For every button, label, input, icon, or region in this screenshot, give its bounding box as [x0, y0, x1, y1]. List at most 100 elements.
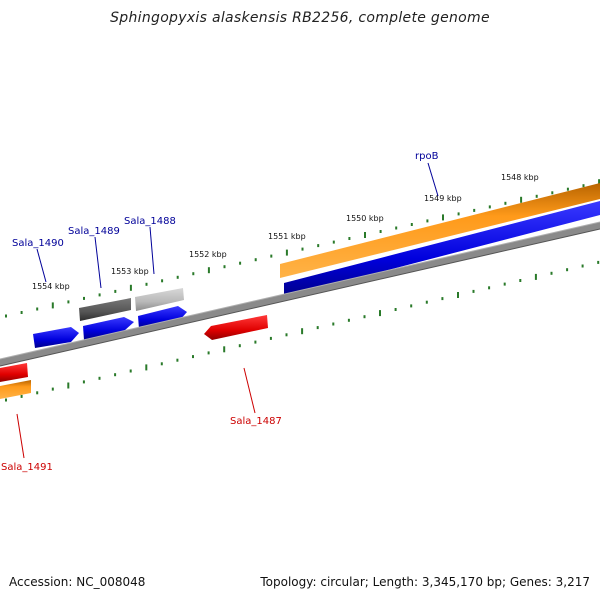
minor-tick: [254, 258, 257, 262]
minor-tick: [20, 394, 23, 398]
minor-tick: [566, 268, 569, 272]
cds-sala-1488[interactable]: [138, 306, 187, 329]
tick-label-1552: 1552 kbp: [189, 250, 227, 259]
minor-tick: [441, 297, 444, 301]
minor-tick: [285, 333, 288, 337]
minor-tick: [379, 230, 382, 233]
cds-sala-1487[interactable]: [204, 315, 268, 340]
minor-tick: [82, 380, 85, 384]
minor-tick: [347, 318, 350, 322]
major-tick: [223, 346, 226, 353]
cds-sala-1489[interactable]: [83, 317, 134, 340]
cds-sala-1491[interactable]: [0, 363, 28, 382]
major-tick: [285, 249, 288, 256]
accession-label: Accession: NC_008048: [9, 575, 146, 589]
minor-tick: [83, 296, 85, 300]
tick-labels: 1554 kbp 1553 kbp 1552 kbp 1551 kbp 1550…: [32, 173, 539, 291]
gene-track-reverse: [0, 380, 31, 399]
minor-tick: [348, 237, 351, 240]
minor-tick: [192, 272, 195, 276]
outer-tick-ruler: [5, 179, 600, 318]
inner-tick-ruler: [5, 260, 600, 402]
cds-track-reverse: [0, 315, 268, 382]
tick-label-1554: 1554 kbp: [32, 282, 70, 291]
minor-tick: [5, 398, 7, 402]
minor-tick: [269, 336, 272, 340]
gene-label-rpob[interactable]: rpoB: [415, 151, 439, 162]
minor-tick: [36, 307, 39, 311]
major-tick: [67, 382, 70, 389]
minor-tick: [581, 264, 584, 268]
major-tick: [457, 292, 459, 298]
gene-leaders: [16, 162, 439, 459]
gene-rpob-feature[interactable]: [280, 183, 600, 278]
minor-tick: [51, 387, 54, 391]
minor-tick: [160, 362, 163, 366]
minor-tick: [597, 260, 600, 264]
gene-label-sala-1488[interactable]: Sala_1488: [124, 216, 176, 227]
minor-tick: [550, 271, 553, 275]
minor-tick: [332, 240, 335, 244]
tick-label-1553: 1553 kbp: [111, 267, 149, 276]
feature-dark-gray[interactable]: [79, 298, 131, 321]
minor-tick: [363, 315, 366, 319]
major-tick: [129, 284, 132, 291]
feature-light-gray[interactable]: [135, 288, 184, 311]
minor-tick: [98, 376, 101, 380]
tick-label-1550: 1550 kbp: [346, 214, 384, 223]
minor-tick: [472, 289, 475, 293]
tick-label-1548: 1548 kbp: [501, 173, 539, 182]
minor-tick: [301, 247, 304, 251]
tick-label-1551: 1551 kbp: [268, 232, 306, 241]
minor-tick: [316, 326, 319, 330]
minor-tick: [473, 208, 476, 212]
minor-tick: [395, 226, 398, 230]
gray-feature-track: [79, 288, 184, 321]
cds-rpob[interactable]: [284, 201, 600, 297]
minor-tick: [488, 205, 491, 209]
minor-tick: [504, 201, 507, 205]
minor-tick: [223, 265, 226, 269]
minor-tick: [36, 391, 39, 395]
minor-tick: [67, 300, 70, 304]
major-tick: [379, 310, 381, 317]
minor-tick: [503, 282, 506, 286]
minor-tick: [239, 261, 242, 265]
major-tick: [364, 232, 366, 238]
map-title: Sphingopyxis alaskensis RB2256, complete…: [110, 10, 490, 26]
minor-tick: [161, 279, 164, 283]
minor-tick: [270, 254, 273, 258]
minor-tick: [410, 304, 413, 308]
major-tick: [51, 302, 54, 309]
gene-labels: Sala_1490 Sala_1489 Sala_1488 rpoB Sala_…: [1, 151, 439, 473]
genome-backbone: [0, 221, 600, 367]
minor-tick: [582, 184, 585, 188]
cds-sala-1490[interactable]: [33, 327, 79, 348]
gene-label-sala-1491[interactable]: Sala_1491: [1, 462, 53, 473]
tick-label-1549: 1549 kbp: [424, 194, 462, 203]
cds-track-forward: [33, 201, 600, 348]
gene-label-sala-1489[interactable]: Sala_1489: [68, 226, 120, 237]
major-tick: [145, 364, 148, 371]
minor-tick: [254, 340, 257, 344]
minor-tick: [145, 282, 148, 286]
minor-tick: [98, 293, 101, 297]
minor-tick: [488, 286, 491, 290]
gene-label-sala-1490[interactable]: Sala_1490: [12, 238, 64, 249]
minor-tick: [426, 219, 429, 223]
major-tick: [598, 179, 600, 186]
minor-tick: [20, 311, 23, 314]
minor-tick: [519, 279, 522, 282]
minor-tick: [176, 358, 179, 362]
minor-tick: [317, 244, 320, 248]
gene-label-sala-1487[interactable]: Sala_1487: [230, 416, 282, 427]
major-tick: [207, 267, 210, 274]
minor-tick: [238, 344, 241, 348]
major-tick: [534, 273, 537, 280]
gene-sala-1491-feature[interactable]: [0, 380, 31, 399]
major-tick: [520, 196, 523, 203]
minor-tick: [394, 308, 397, 311]
major-tick: [442, 214, 444, 221]
major-tick: [301, 328, 304, 335]
minor-tick: [114, 373, 117, 377]
